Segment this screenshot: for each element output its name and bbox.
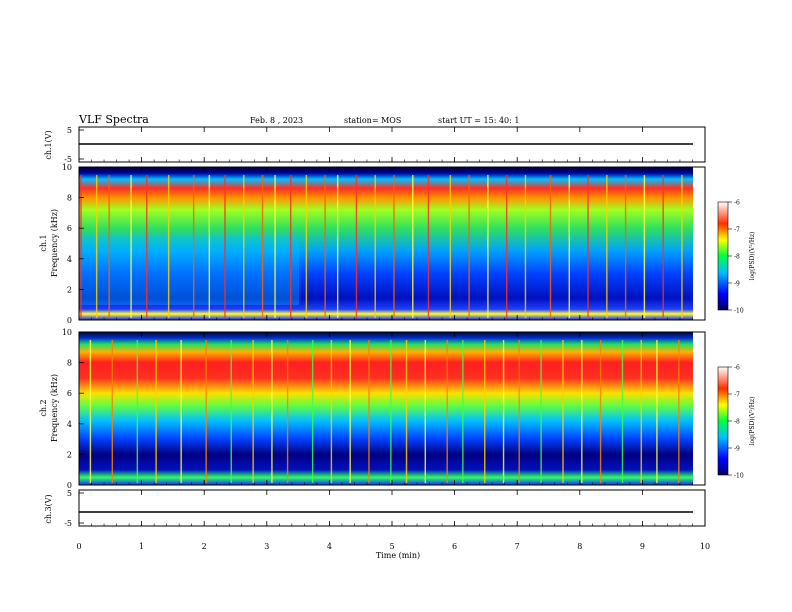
y-tick-label: 6 — [67, 389, 72, 398]
ch3v-ylabel: ch.3(V) — [44, 494, 53, 523]
colorbar-tick-label: -9 — [734, 446, 740, 453]
ch1-ylabel-channel: ch.1 — [39, 234, 48, 251]
colorbar-tick-label: -10 — [734, 308, 744, 315]
x-tick-label: 2 — [202, 542, 207, 551]
y-tick-label: 4 — [67, 255, 72, 264]
colorbar-tick-label: -6 — [734, 365, 740, 372]
y-tick-label: 10 — [62, 328, 72, 337]
panel-ch3-voltage — [78, 489, 706, 527]
colorbar-tick-label: -7 — [734, 392, 740, 399]
colorbar-tick-label: -9 — [734, 281, 740, 288]
y-tick-label: 0 — [67, 316, 72, 325]
ch1-spectrogram-image — [79, 167, 693, 320]
y-tick-label: 2 — [67, 285, 72, 294]
x-tick-label: 6 — [452, 542, 457, 551]
y-tick-label: -5 — [64, 519, 72, 528]
y-tick-label: 5 — [67, 126, 72, 135]
colorbar-ch2: -6 -7 -8 -9 -10 log(PSD)(V²/Hz) — [717, 365, 756, 480]
x-tick-label: 0 — [76, 542, 81, 551]
x-axis-label: Time (min) — [376, 551, 420, 560]
ch1-ylabel-frequency: Frequency (kHz) — [50, 209, 59, 277]
panel-ch1-voltage — [78, 126, 706, 163]
y-tick-labels: 5 -5 0 2 4 6 8 10 0 2 4 6 8 10 5 -5 — [62, 126, 84, 528]
colorbar-tick-label: -6 — [734, 200, 740, 207]
panel-ch2-spectrogram — [78, 331, 706, 486]
y-tick-label: 0 — [67, 481, 72, 490]
y-tick-label: 4 — [67, 420, 72, 429]
ch1v-ylabel: ch.1(V) — [44, 130, 53, 159]
colorbar-ch1: -6 -7 -8 -9 -10 log(PSD)(V²/Hz) — [717, 200, 756, 315]
y-tick-label: 10 — [62, 163, 72, 172]
x-tick-label: 7 — [515, 542, 520, 551]
x-tick-label: 3 — [264, 542, 269, 551]
y-tick-label: 5 — [67, 489, 72, 498]
header-station: station= MOS — [344, 116, 401, 125]
x-tick-label: 8 — [577, 542, 582, 551]
y-tick-label: 8 — [67, 359, 72, 368]
colorbar-ch2-label: log(PSD)(V²/Hz) — [749, 397, 756, 446]
ch2-ylabel-frequency: Frequency (kHz) — [50, 374, 59, 442]
y-tick-label: 6 — [67, 224, 72, 233]
chart-title: VLF Spectra — [78, 113, 149, 126]
header-date: Feb. 8 , 2023 — [250, 116, 303, 125]
x-tick-label: 4 — [327, 542, 332, 551]
y-tick-label: 8 — [67, 194, 72, 203]
colorbar-tick-label: -8 — [734, 419, 740, 426]
x-axis: 0 1 2 3 4 5 6 7 8 9 10 — [76, 127, 710, 551]
x-tick-label: 10 — [700, 542, 710, 551]
x-tick-label: 5 — [389, 542, 394, 551]
colorbar-ch1-label: log(PSD)(V²/Hz) — [749, 232, 756, 281]
x-tick-label: 1 — [139, 542, 144, 551]
x-tick-label: 9 — [640, 542, 645, 551]
colorbar-tick-label: -8 — [734, 254, 740, 261]
y-tick-label: 2 — [67, 450, 72, 459]
header-start-time: start UT = 15: 40: 1 — [438, 116, 519, 125]
panel-ch1-spectrogram — [78, 166, 706, 321]
colorbar-tick-label: -10 — [734, 473, 744, 480]
colorbar-tick-label: -7 — [734, 227, 740, 234]
ch2-ylabel-channel: ch.2 — [39, 399, 48, 416]
y-tick-label: -5 — [64, 155, 72, 164]
